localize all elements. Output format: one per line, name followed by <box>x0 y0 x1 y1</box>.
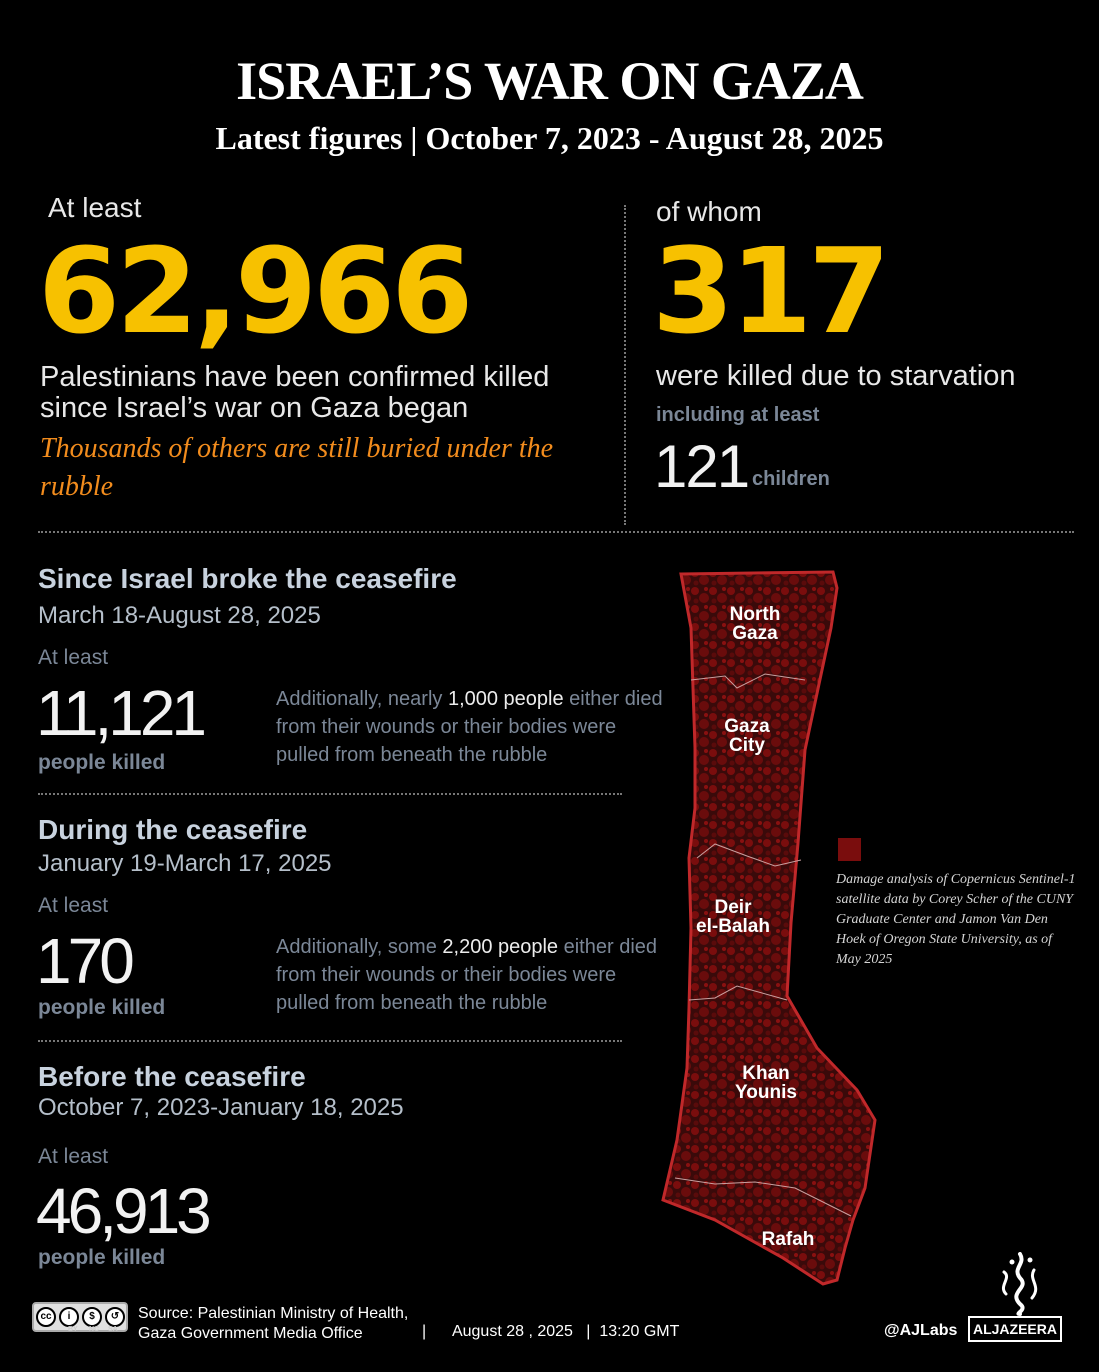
region-label-gaza-city: City <box>729 735 765 756</box>
governorate-border <box>696 843 802 867</box>
section-dates: March 18-August 28, 2025 <box>38 602 321 629</box>
governorate-border <box>688 985 788 1001</box>
note-pre: Additionally, some <box>276 936 443 958</box>
section-note: Additionally, nearly 1,000 people either… <box>276 685 666 769</box>
children-label: children <box>752 468 830 490</box>
publish-date: August 28 , 2025 <box>451 1323 573 1340</box>
section-unit: people killed <box>38 1246 166 1269</box>
starvation-prefix: of whom <box>656 196 762 227</box>
region-label-north-gaza: North <box>730 604 781 625</box>
total-prefix: At least <box>48 192 142 223</box>
vertical-divider <box>624 205 626 525</box>
footer: cc i $ ↺ BY NC SA Source: Palestinian Mi… <box>0 1296 1099 1356</box>
region-label-khan-younis: Younis <box>735 1082 797 1103</box>
region-label-deir-el-balah: Deir <box>715 897 753 918</box>
infographic-title: ISRAEL’S WAR ON GAZA <box>236 51 864 111</box>
source-line-2: Gaza Government Media Office <box>138 1325 363 1342</box>
source-line-1: Source: Palestinian Ministry of Health, <box>138 1305 409 1322</box>
section-dates: October 7, 2023-January 18, 2025 <box>38 1094 404 1121</box>
note-highlight: 2,200 people <box>442 936 559 958</box>
gaza-strip-outline <box>661 570 877 1286</box>
section-dates: January 19-March 17, 2025 <box>38 850 332 877</box>
section-unit: people killed <box>38 751 166 774</box>
section-prefix: At least <box>38 646 109 669</box>
section-unit: people killed <box>38 996 166 1019</box>
legend-text: Damage analysis of Copernicus Sentinel-1… <box>836 872 1076 967</box>
note-highlight: 1,000 people <box>447 688 564 710</box>
license-label-nc: NC <box>89 1326 100 1333</box>
starvation-count: 317 <box>652 222 890 360</box>
nc-icon: $ <box>82 1307 102 1327</box>
note-post: either died from their wounds or their b… <box>276 936 658 1014</box>
section-title: During the ceasefire <box>38 814 308 845</box>
separator: | <box>586 1323 591 1340</box>
legend-swatch <box>838 838 861 861</box>
section-count: 170 <box>36 925 135 997</box>
date-stamp: | August 28 , 2025 | 13:20 GMT <box>422 1323 679 1341</box>
region-label-deir-el-balah: el-Balah <box>696 916 770 937</box>
governorate-border <box>674 1177 852 1217</box>
starvation-including: including at least <box>656 404 820 426</box>
brand-wordmark: ALJAZEERA <box>968 1316 1062 1342</box>
sa-icon: ↺ <box>105 1307 125 1327</box>
section-divider <box>38 793 622 795</box>
section-count: 11,121 <box>36 677 207 749</box>
governorate-border <box>690 673 806 689</box>
section-prefix: At least <box>38 1145 109 1168</box>
region-label-rafah: Rafah <box>762 1229 815 1250</box>
section-note: Additionally, some 2,200 people either d… <box>276 933 666 1017</box>
social-handle: @AJLabs <box>884 1322 958 1339</box>
aljazeera-logo-icon <box>1001 1252 1038 1316</box>
region-label-khan-younis: Khan <box>742 1063 790 1084</box>
section-count: 46,913 <box>36 1175 212 1247</box>
buried-note: Thousands of others are still buried und… <box>40 433 554 502</box>
publish-time: 13:20 GMT <box>599 1323 680 1340</box>
total-line-1: Palestinians have been confirmed killed <box>40 361 550 393</box>
section-title: Since Israel broke the ceasefire <box>38 563 457 594</box>
cc-icon: cc <box>36 1307 56 1327</box>
total-line-2: since Israel’s war on Gaza began <box>40 392 469 424</box>
separator: | <box>422 1323 427 1340</box>
infographic-subtitle: Latest figures | October 7, 2023 - Augus… <box>215 120 884 156</box>
note-pre: Additionally, nearly <box>276 688 448 710</box>
children-count: 121 <box>654 433 750 500</box>
total-description: Palestinians have been confirmed killed … <box>40 362 549 424</box>
license-label-by: BY <box>68 1326 78 1333</box>
section-divider <box>38 1040 622 1042</box>
horizontal-divider <box>38 531 1074 533</box>
note-post: either died from their wounds or their b… <box>276 688 663 766</box>
license-label-sa: SA <box>108 1326 118 1333</box>
total-killed-count: 62,966 <box>38 222 473 360</box>
starvation-text: were killed due to starvation <box>656 360 1016 392</box>
section-prefix: At least <box>38 894 109 917</box>
source-credit: Source: Palestinian Ministry of Health, … <box>138 1304 408 1344</box>
creative-commons-badge: cc i $ ↺ <box>32 1302 128 1332</box>
by-icon: i <box>59 1307 79 1327</box>
section-title: Before the ceasefire <box>38 1061 306 1092</box>
gaza-damage-map: North Gaza Gaza City Deir el-Balah Khan … <box>661 570 877 1286</box>
region-label-gaza-city: Gaza <box>724 716 770 737</box>
region-label-north-gaza: Gaza <box>732 623 778 644</box>
